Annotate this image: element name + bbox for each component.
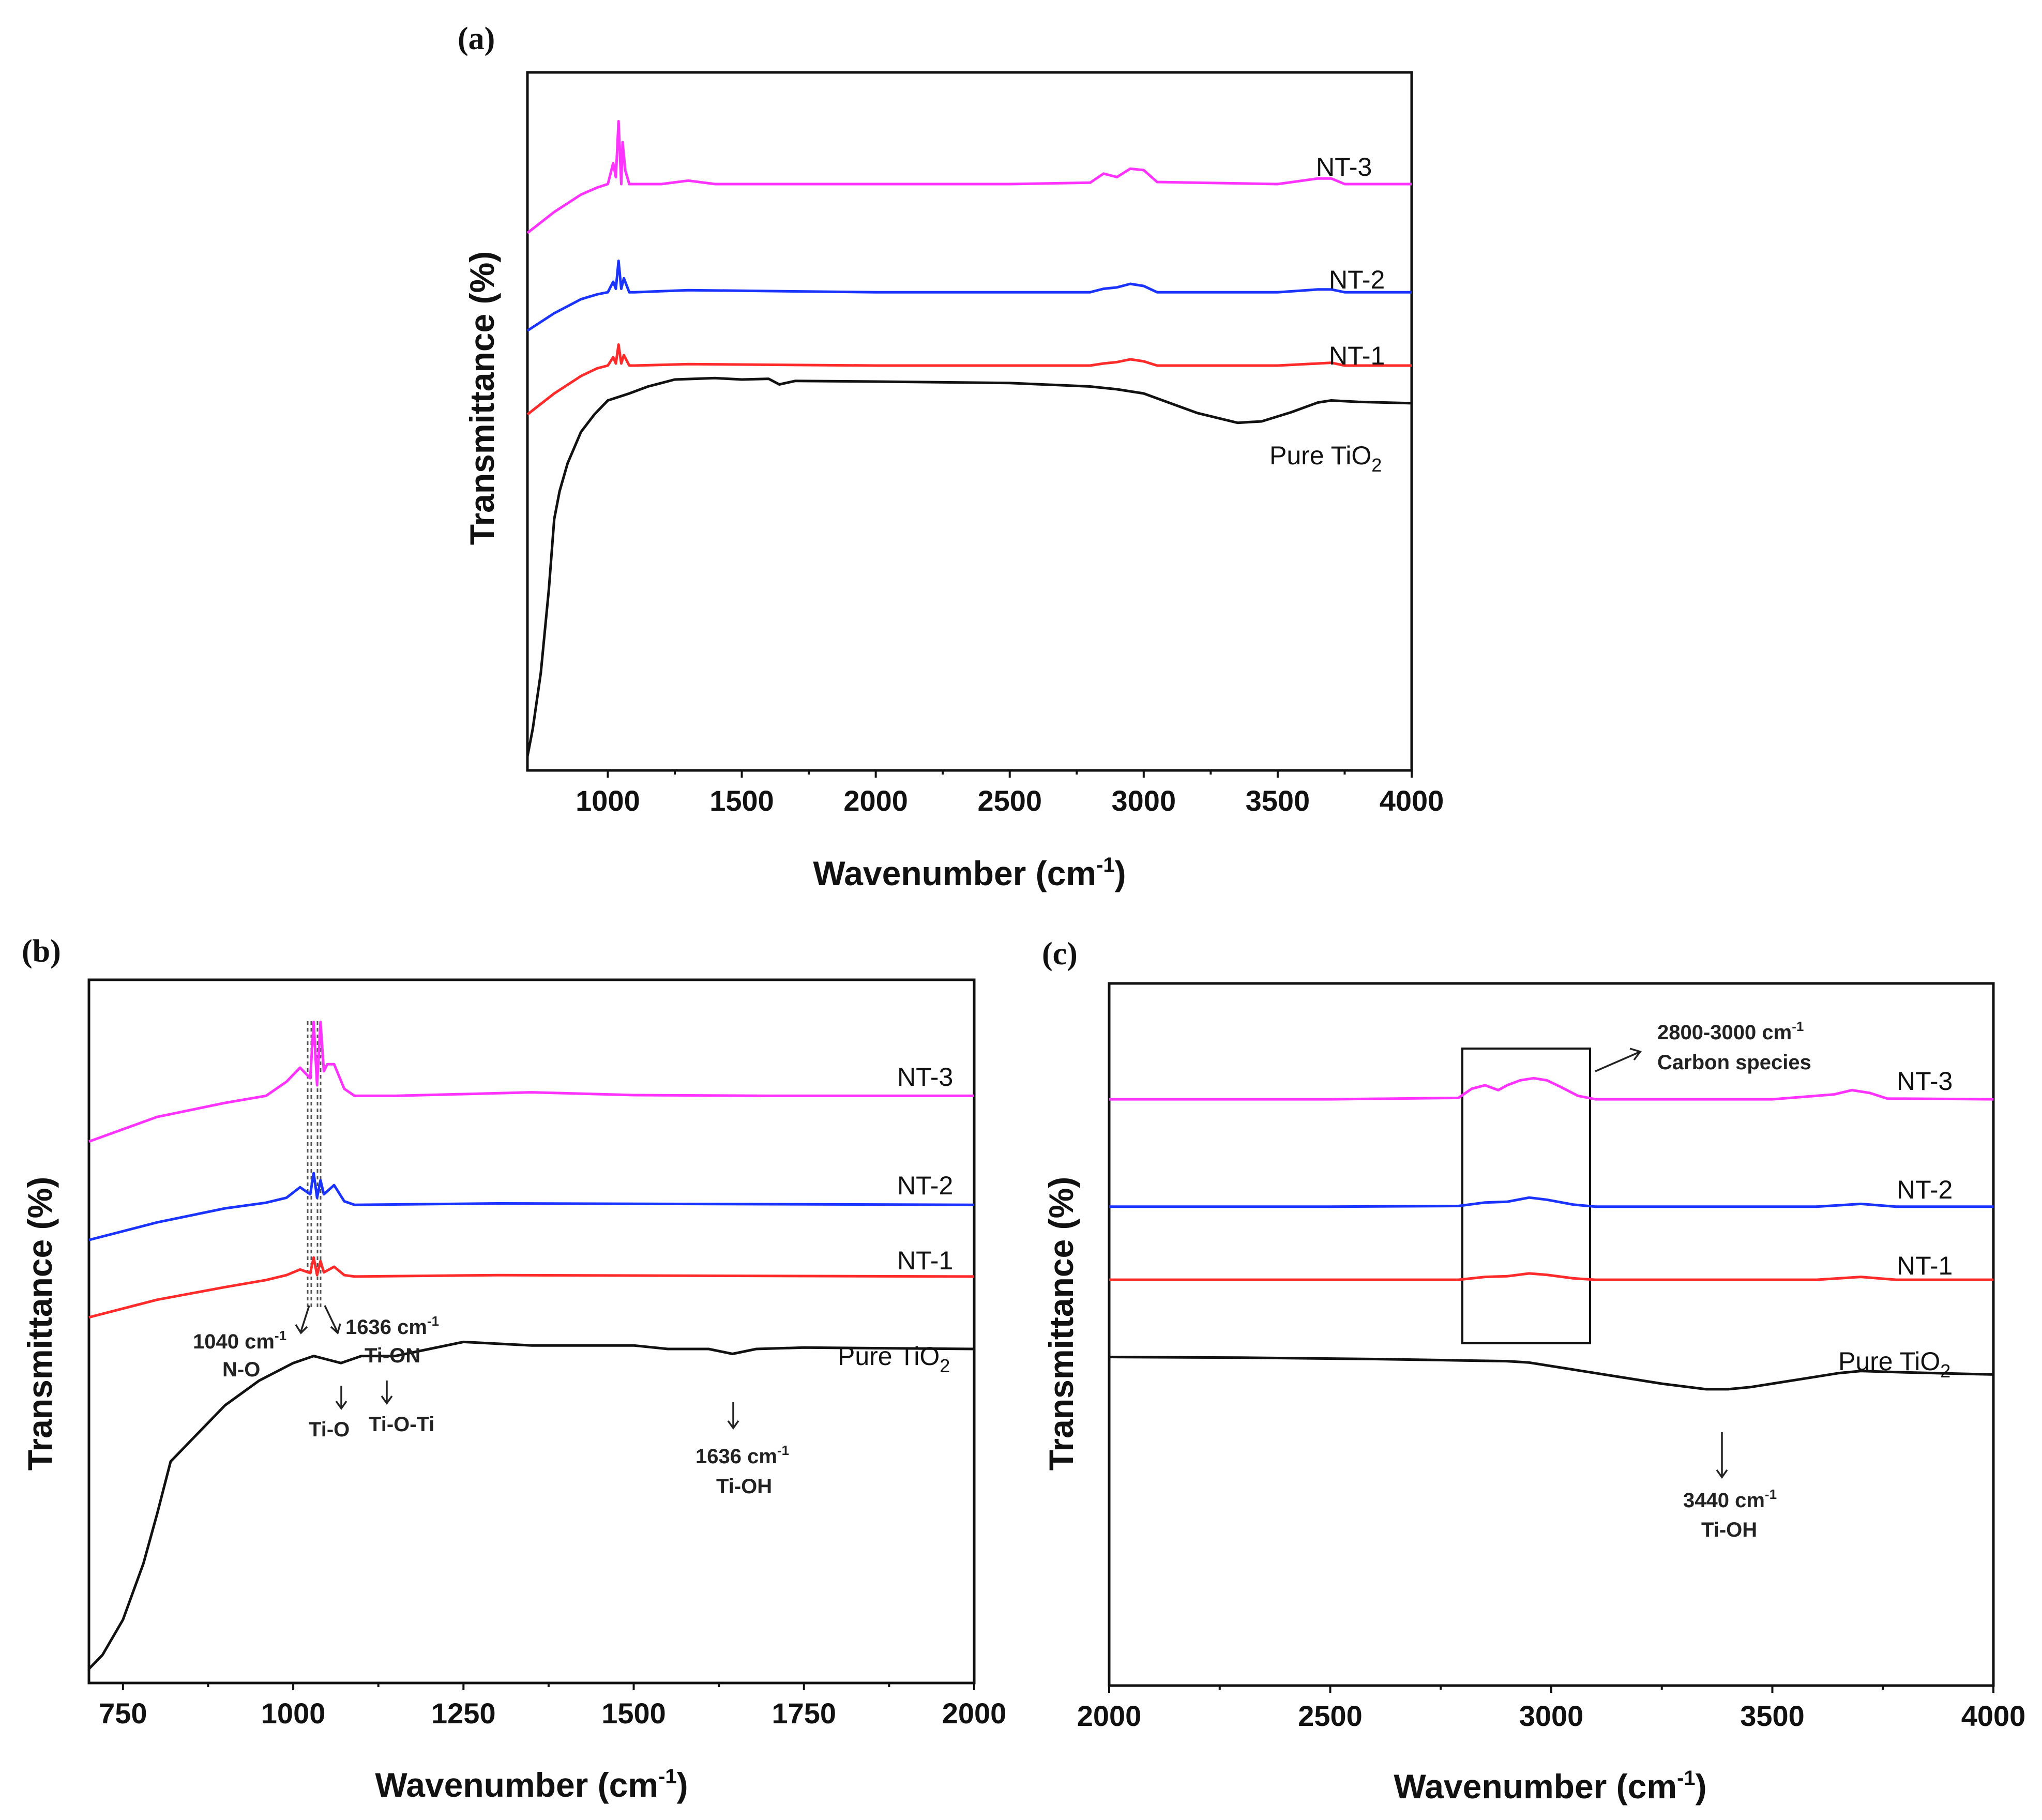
panel-c-x-axis-title: Wavenumber (cm-1) [1394,1767,1706,1806]
panel-b-line-nt-1 [88,1256,975,1319]
panel-b-tick-label: 1500 [601,1697,666,1730]
panel-a-line-nt-1 [526,343,1412,416]
panel-a-x-ticks: 1000 1500 2000 2500 3000 3500 4000 [576,770,1444,817]
panel-a-tick-label: 1500 [709,784,774,817]
panel-c-label-nt1: NT-1 [1897,1251,1953,1280]
panel-a-label-pure-tio2: Pure TiO2 [1269,441,1382,476]
annotation-3440-ti-oh: 3440 cm-1 Ti-OH [1683,1432,1777,1541]
annotation-ti-on-label: Ti-ON [365,1344,420,1367]
panel-b-tick-label: 1250 [431,1697,496,1730]
annotation-1636-ti-oh: 1636 cm-1 Ti-OH [695,1402,789,1498]
panel-a-tick-label: 2500 [977,784,1042,817]
panel-c-label-nt2: NT-2 [1897,1175,1953,1204]
panel-c-line-pure-tio2 [1109,1356,1994,1391]
panel-b-series-lines [88,1021,975,1670]
panel-c-annotations: 2800-3000 cm-1 Carbon species 3440 cm-1 … [1595,1019,1811,1541]
panel-c-line-nt-1 [1109,1272,1993,1281]
panel-b-annotations: 1040 cm-1 N-O 1636 cm-1 Ti-ON Ti-O Ti-O-… [193,1305,789,1498]
panel-a-line-pure-tio2 [526,376,1412,757]
annotation-1636-ti-oh-label: 1636 cm-1 [695,1443,789,1468]
panel-a-letter: (a) [458,21,495,56]
panel-b-x-axis-title: Wavenumber (cm-1) [375,1765,688,1804]
panel-a-tick-label: 3000 [1112,784,1176,817]
annotation-2800-3000-label: 2800-3000 cm-1 [1657,1019,1804,1044]
panel-c-carbon-species-box [1461,1048,1591,1344]
panel-c-series-labels: NT-3 NT-2 NT-1 Pure TiO2 [1838,1067,1953,1382]
panel-c-chart: (c) 2000 2500 3000 3500 4000 NT-3 NT-2 NT-1 … [1042,936,2025,1806]
panel-c-label-nt3: NT-3 [1897,1067,1953,1096]
panel-a-tick-label: 2000 [843,784,908,817]
annotation-ti-o-ti-label: Ti-O-Ti [369,1413,434,1436]
panel-a-series-lines [526,120,1412,757]
panel-a-tick-label: 1000 [576,784,640,817]
panel-b-y-axis-title: Transmittance (%) [21,1177,59,1470]
panel-c-tick-label: 3500 [1740,1700,1805,1732]
panel-b-letter: (b) [22,934,61,969]
annotation-ti-o: Ti-O [309,1386,350,1441]
panel-a-line-nt-2 [526,260,1412,332]
annotation-1636-ti-on: 1636 cm-1 Ti-ON [324,1305,439,1367]
annotation-3440-label: 3440 cm-1 [1683,1487,1777,1512]
panel-b-line-nt-3 [88,1021,974,1143]
panel-a-line-nt-3 [526,120,1412,234]
panel-c-y-axis-title: Transmittance (%) [1042,1177,1080,1470]
panel-c-label-pure-tio2: Pure TiO2 [1838,1347,1950,1382]
panel-a-series-labels: NT-3 NT-2 NT-1 Pure TiO2 [1269,153,1385,476]
panel-a-tick-label: 4000 [1380,784,1444,817]
annotation-1040-n-o: 1040 cm-1 N-O [193,1305,310,1381]
panel-b-label-nt2: NT-2 [897,1171,953,1200]
annotation-ti-o-ti: Ti-O-Ti [369,1381,434,1436]
panel-b-x-ticks: 750 1000 1250 1500 1750 2000 [99,1683,1006,1730]
annotation-ti-o-label: Ti-O [309,1418,350,1441]
annotation-n-o-label: N-O [222,1358,260,1381]
panel-b-series-labels: NT-3 NT-2 NT-1 Pure TiO2 [838,1063,953,1376]
panel-c-series-lines [1109,1076,1994,1391]
annotation-1040-label: 1040 cm-1 [193,1328,286,1353]
panel-b-chart: (b) 750 1000 1250 1500 1750 2000 NT-3 NT-2 NT… [21,934,1006,1804]
panel-c-plot-frame [1108,982,1995,1687]
annotation-3440-ti-oh-label: Ti-OH [1701,1519,1757,1541]
panel-b-tick-label: 1750 [772,1697,836,1730]
annotation-carbon-species: 2800-3000 cm-1 Carbon species [1595,1019,1811,1074]
panel-b-tick-label: 1000 [261,1697,326,1730]
panel-b-plot-frame [87,978,976,1685]
panel-c-line-nt-2 [1109,1196,1993,1208]
panel-a-tick-label: 3500 [1246,784,1310,817]
panel-c-tick-label: 4000 [1961,1700,2026,1732]
panel-b-line-pure-tio2 [88,1340,975,1670]
panel-b-line-nt-2 [88,1172,975,1241]
panel-c-x-ticks: 2000 2500 3000 3500 4000 [1077,1686,2026,1732]
panel-a-label-nt3: NT-3 [1316,153,1372,181]
panel-c-line-nt-3 [1109,1076,1994,1101]
panel-b-tick-label: 2000 [942,1697,1007,1730]
panel-a-y-axis-title: Transmittance (%) [463,251,501,545]
panel-b-label-pure-tio2: Pure TiO2 [838,1342,950,1376]
panel-b-label-nt3: NT-3 [897,1063,953,1091]
panel-a-x-axis-title: Wavenumber (cm-1) [813,854,1126,892]
annotation-carbon-species-label: Carbon species [1657,1051,1811,1074]
panel-b-label-nt1: NT-1 [897,1246,953,1275]
panel-a-chart: (a) 1000 1500 2000 2500 3000 3500 4000 NT-3 NT… [458,21,1444,892]
panel-a-plot-frame [526,71,1413,772]
panel-c-tick-label: 2000 [1077,1700,1142,1732]
panel-c-tick-label: 2500 [1298,1700,1363,1732]
annotation-ti-oh-label: Ti-OH [716,1475,772,1498]
panel-b-tick-label: 750 [99,1697,147,1730]
panel-c-tick-label: 3000 [1519,1700,1584,1732]
panel-c-letter: (c) [1042,936,1078,972]
panel-a-label-nt2: NT-2 [1329,265,1385,294]
panel-a-label-nt1: NT-1 [1329,341,1385,370]
annotation-1636-ti-on-label: 1636 cm-1 [345,1313,439,1339]
